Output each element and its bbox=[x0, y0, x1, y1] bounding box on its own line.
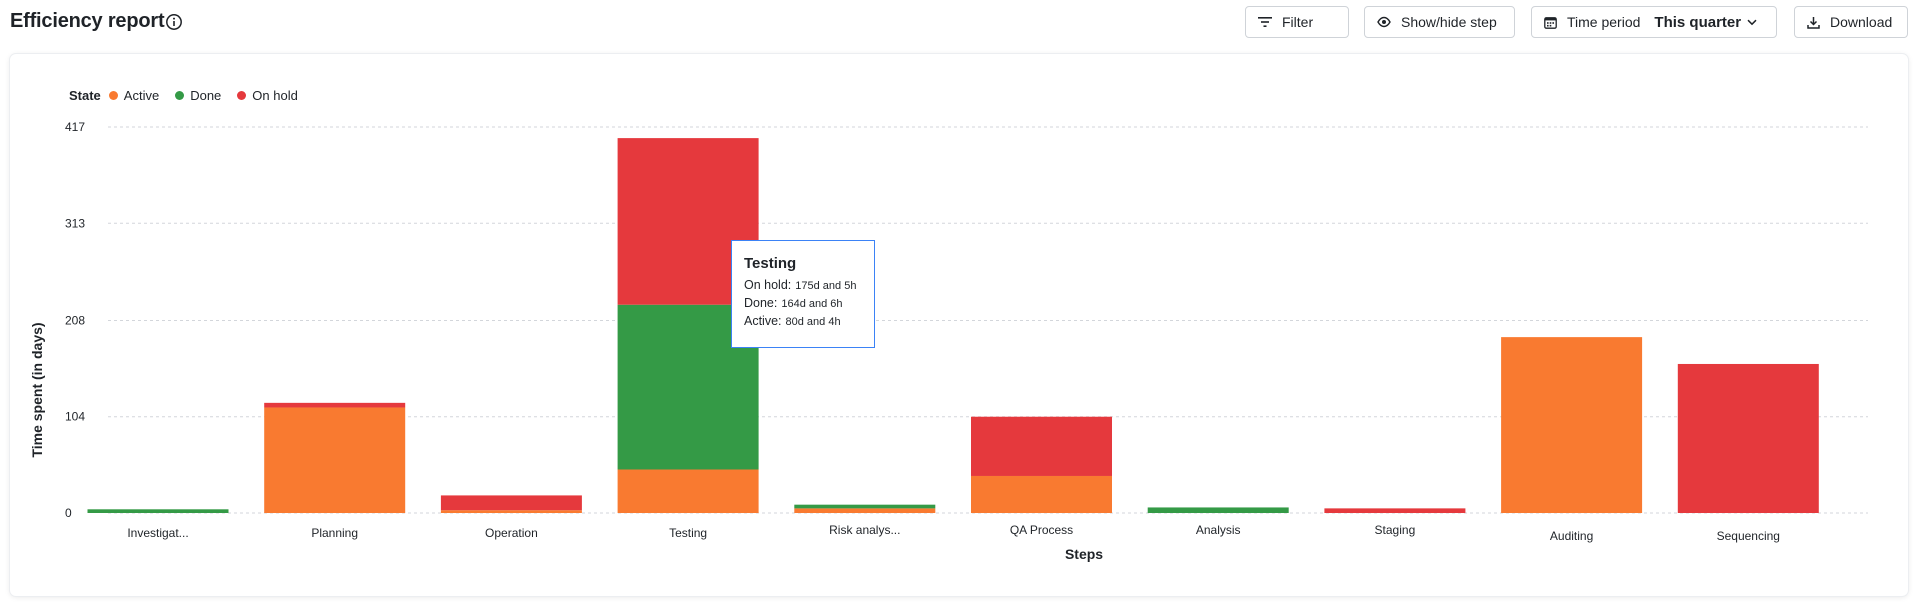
x-tick-label: Testing bbox=[669, 526, 707, 540]
x-tick-label: Analysis bbox=[1196, 523, 1241, 537]
x-tick-label: Risk analys... bbox=[829, 523, 900, 537]
bar-segment-active[interactable] bbox=[971, 475, 1112, 513]
legend-title: State bbox=[69, 87, 101, 103]
filter-label: Filter bbox=[1282, 14, 1314, 30]
legend-dot-active bbox=[108, 90, 118, 100]
x-tick-label: Staging bbox=[1375, 523, 1416, 537]
legend-label-done: Done bbox=[190, 87, 222, 103]
legend-item-done[interactable]: Done bbox=[175, 88, 221, 103]
tooltip-row-done: Done: 164d and 6h bbox=[744, 296, 862, 310]
bar-segment-done[interactable] bbox=[1147, 507, 1289, 513]
bar-segment-on-hold[interactable] bbox=[264, 402, 406, 408]
x-tick-label: Operation bbox=[485, 526, 538, 540]
calendar-icon bbox=[1544, 16, 1557, 29]
tooltip-value: 175d and 5h bbox=[795, 280, 857, 292]
x-tick-label: QA Process bbox=[1010, 523, 1073, 537]
x-axis-label: Steps bbox=[1065, 546, 1103, 562]
bar-segment-active[interactable] bbox=[1501, 337, 1643, 513]
download-icon bbox=[1807, 16, 1820, 29]
chart-legend: State Active Done On hold bbox=[69, 87, 314, 103]
tooltip-row-active: Active: 80d and 4h bbox=[744, 314, 862, 328]
y-tick-label: 0 bbox=[65, 506, 72, 520]
x-tick-label: Sequencing bbox=[1717, 529, 1780, 543]
download-label: Download bbox=[1830, 14, 1893, 30]
show-hide-step-button[interactable]: Show/hide step bbox=[1364, 6, 1515, 38]
legend-item-active[interactable]: Active bbox=[108, 87, 160, 103]
chevron-down-icon bbox=[1747, 19, 1757, 25]
bar-segment-active[interactable] bbox=[264, 407, 406, 513]
legend-label-on-hold: On hold bbox=[252, 87, 298, 103]
tooltip-value: 80d and 4h bbox=[785, 316, 841, 328]
bar-segment-done[interactable] bbox=[87, 509, 229, 513]
legend-label-active: Active bbox=[123, 87, 160, 103]
bar-segment-active[interactable] bbox=[794, 508, 936, 513]
time-period-label: Time period bbox=[1567, 14, 1641, 30]
info-icon[interactable] bbox=[165, 13, 183, 31]
download-button[interactable]: Download bbox=[1794, 6, 1908, 38]
legend-dot-done bbox=[175, 90, 185, 100]
time-period-dropdown[interactable]: Time period This quarter bbox=[1531, 6, 1777, 38]
legend-item-on-hold[interactable]: On hold bbox=[237, 88, 298, 103]
bar-segment-done[interactable] bbox=[794, 504, 936, 509]
bar-segment-on-hold[interactable] bbox=[440, 495, 582, 511]
bar-segment-active[interactable] bbox=[617, 469, 759, 513]
filter-button[interactable]: Filter bbox=[1245, 6, 1349, 38]
bar-segment-active[interactable] bbox=[440, 510, 582, 513]
x-tick-label: Investigat... bbox=[127, 526, 188, 540]
x-tick-label: Auditing bbox=[1550, 529, 1593, 543]
tooltip-title: Testing bbox=[744, 255, 797, 272]
y-tick-label: 313 bbox=[65, 216, 85, 230]
time-period-value: This quarter bbox=[1654, 13, 1742, 31]
tooltip-label: Active: bbox=[744, 314, 782, 328]
bar-segment-on-hold[interactable] bbox=[1677, 363, 1819, 513]
tooltip-row-on-hold: On hold: 175d and 5h bbox=[744, 278, 862, 292]
y-tick-label: 417 bbox=[65, 120, 85, 134]
eye-icon bbox=[1377, 16, 1391, 28]
y-tick-label: 104 bbox=[65, 410, 85, 424]
page-title: Efficiency report bbox=[10, 10, 165, 32]
chart-tooltip: Testing On hold: 175d and 5h Done: 164d … bbox=[731, 240, 875, 348]
tooltip-value: 164d and 6h bbox=[781, 298, 843, 310]
show-hide-step-label: Show/hide step bbox=[1401, 14, 1497, 30]
bar-segment-on-hold[interactable] bbox=[1324, 508, 1466, 513]
page-header: Efficiency report Filter Show/hide step bbox=[0, 0, 1920, 46]
y-axis-label: Time spent (in days) bbox=[29, 322, 45, 457]
y-tick-label: 208 bbox=[65, 313, 85, 327]
bar-segment-on-hold[interactable] bbox=[971, 416, 1112, 476]
tooltip-label: Done: bbox=[744, 296, 778, 310]
tooltip-label: On hold: bbox=[744, 278, 792, 292]
legend-dot-on-hold bbox=[237, 90, 247, 100]
x-tick-label: Planning bbox=[311, 526, 358, 540]
filter-icon bbox=[1258, 17, 1272, 27]
